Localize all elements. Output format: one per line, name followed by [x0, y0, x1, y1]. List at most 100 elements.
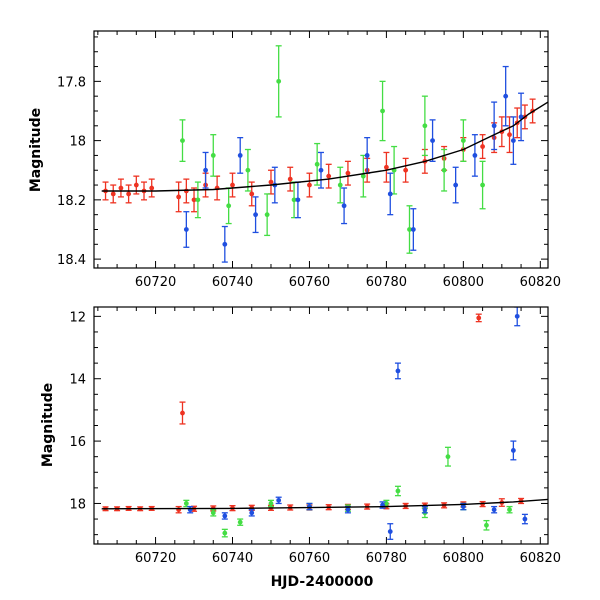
bottom-x-tick-label: 60720 [135, 551, 176, 566]
red-data-point [507, 132, 512, 138]
bottom-y-tick-label: 16 [69, 435, 86, 450]
top-x-tick-label: 60780 [366, 275, 407, 290]
blue-data-point [422, 507, 428, 513]
red-data-point [287, 176, 293, 182]
top-x-tick-label: 60740 [212, 275, 253, 290]
blue-data-point [510, 138, 516, 144]
green-data-point [314, 161, 320, 167]
blue-data-point [341, 203, 347, 209]
green-data-point [237, 519, 243, 525]
green-data-point [183, 501, 189, 506]
green-data-point [395, 488, 401, 494]
blue-data-point [387, 529, 393, 534]
blue-data-point [491, 123, 497, 129]
bottom-x-tick-label: 60780 [366, 551, 407, 566]
green-data-point [291, 197, 297, 203]
green-data-point [210, 153, 216, 158]
red-data-point [180, 410, 185, 416]
blue-data-point [430, 138, 435, 144]
blue-data-point [249, 510, 255, 516]
blue-data-point [503, 93, 509, 99]
red-data-point [126, 191, 132, 197]
blue-data-point [410, 227, 416, 232]
blue-data-point [345, 507, 351, 513]
blue-data-point [203, 167, 208, 173]
bottom-x-tick-label: 60760 [289, 551, 330, 566]
blue-data-point [514, 313, 520, 319]
red-data-point [307, 182, 312, 188]
blue-data-point [460, 504, 466, 509]
blue-data-point [522, 516, 528, 522]
blue-data-point [222, 513, 228, 519]
bottom-y-tick-label: 14 [69, 373, 86, 388]
top-x-tick-label: 60760 [289, 275, 330, 290]
top-panel: 60720 60740 60760 60780 60800 60820 17.8 18 18.2… [28, 30, 561, 290]
green-data-point [222, 530, 228, 536]
top-x-tick-label: 60820 [520, 275, 561, 290]
red-data-point [384, 164, 389, 170]
green-data-point [180, 138, 185, 144]
bottom-plot-area [101, 307, 548, 540]
top-y-tick-label: 17.8 [57, 75, 86, 90]
top-model-curve [101, 101, 548, 192]
blue-data-point [295, 197, 301, 203]
bottom-panel: 60720 60740 60760 60780 60800 60820 12 14 16 18 M… [40, 306, 561, 590]
green-data-point [360, 173, 366, 179]
bottom-x-tick-label: 60740 [212, 551, 253, 566]
top-y-tick-label: 18 [69, 135, 86, 150]
bottom-x-tick-label: 60800 [443, 551, 484, 566]
top-x-tick-label: 60800 [443, 275, 484, 290]
green-data-point [226, 203, 232, 209]
top-x-tick-label: 60720 [135, 275, 176, 290]
green-data-point [484, 522, 489, 528]
red-data-point [476, 315, 482, 321]
blue-data-point [183, 227, 189, 232]
red-data-point [326, 173, 332, 179]
blue-data-point [253, 212, 258, 218]
green-data-point [460, 138, 466, 144]
red-data-point [191, 197, 197, 203]
red-data-point [118, 185, 124, 191]
green-data-point [480, 182, 485, 188]
bottom-model-curve [101, 498, 548, 510]
green-data-point [276, 78, 282, 84]
red-data-point [176, 194, 182, 200]
blue-data-point [518, 114, 524, 120]
top-y-tick-label: 18.2 [57, 194, 86, 209]
red-data-point [403, 167, 409, 173]
blue-data-point [472, 153, 478, 158]
green-data-point [507, 507, 512, 513]
bottom-y-tick-label: 12 [69, 310, 86, 325]
green-data-point [422, 123, 428, 129]
red-data-point [183, 188, 189, 194]
blue-data-point [491, 507, 497, 513]
blue-data-point [222, 241, 228, 247]
top-plot-frame [93, 30, 549, 269]
bottom-y-tick-label: 18 [69, 497, 86, 512]
red-data-point [480, 144, 485, 149]
bottom-y-axis-label: Magnitude [40, 383, 56, 467]
green-data-point [210, 510, 216, 516]
bottom-axes-ticks: 60720 60740 60760 60780 60800 60820 12 14 16 18 [69, 307, 561, 566]
top-y-axis-label: Magnitude [28, 108, 44, 192]
blue-data-point [364, 153, 370, 158]
red-data-point [249, 191, 255, 197]
red-data-point [149, 185, 155, 191]
blue-data-point [276, 497, 282, 503]
blue-data-point [510, 448, 516, 453]
top-plot-area [101, 45, 548, 263]
red-data-point [133, 182, 139, 188]
red-data-point [230, 182, 235, 188]
blue-data-point [387, 191, 393, 197]
blue-data-point [237, 153, 243, 158]
red-data-point [268, 179, 274, 185]
green-data-point [245, 167, 251, 173]
green-data-point [337, 182, 343, 188]
top-axes-ticks: 60720 60740 60760 60780 60800 60820 17.8 18 18.2… [57, 31, 561, 290]
green-data-point [441, 167, 447, 173]
blue-data-point [318, 167, 324, 173]
blue-data-point [307, 504, 312, 509]
bottom-x-tick-label: 60820 [520, 551, 561, 566]
blue-data-point [395, 368, 401, 374]
